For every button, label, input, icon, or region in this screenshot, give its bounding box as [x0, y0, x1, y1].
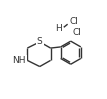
Text: NH: NH [12, 56, 26, 65]
Text: H: H [55, 24, 61, 33]
Text: Cl: Cl [72, 28, 81, 37]
Text: Cl: Cl [69, 17, 78, 26]
Text: S: S [37, 37, 43, 46]
